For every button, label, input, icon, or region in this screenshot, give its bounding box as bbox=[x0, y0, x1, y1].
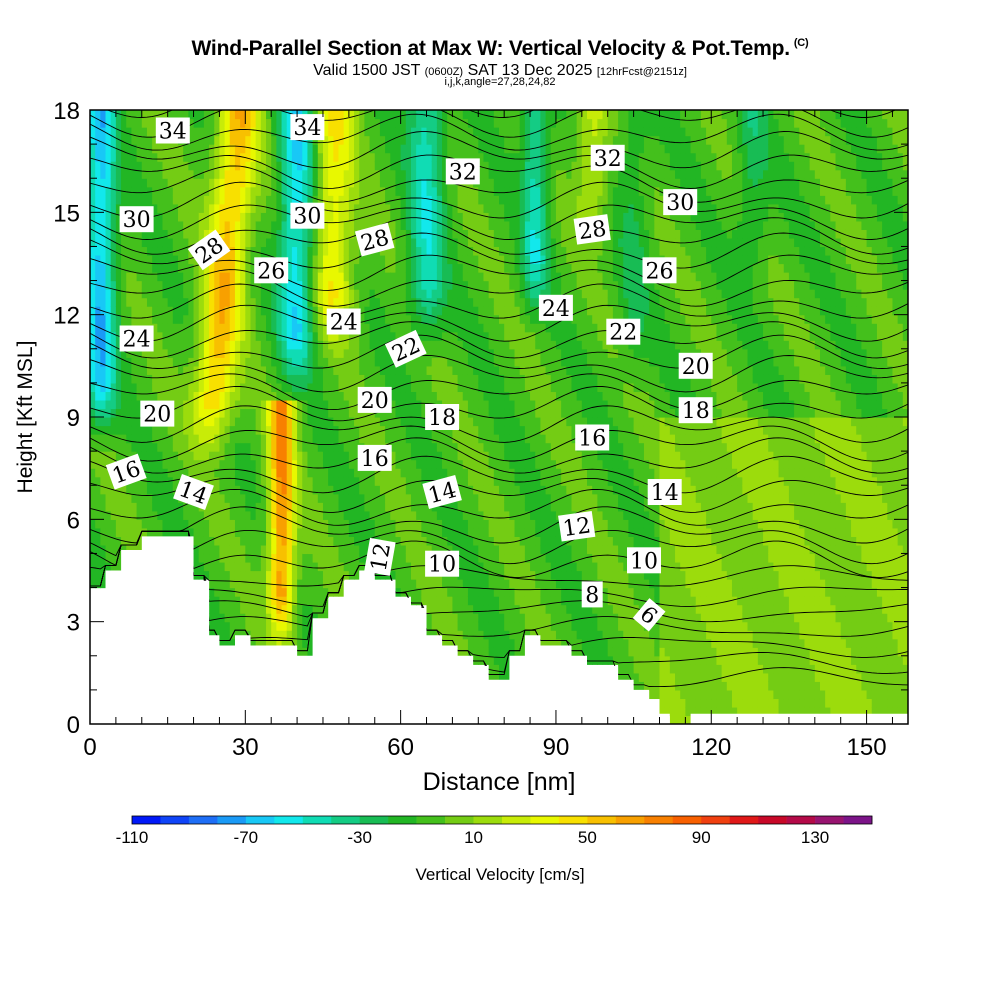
colorbar-swatch bbox=[786, 816, 816, 824]
x-tick-label: 60 bbox=[387, 734, 414, 761]
contour-label: 20 bbox=[678, 352, 713, 380]
colorbar-tick-label: 90 bbox=[692, 828, 711, 847]
y-tick-label: 3 bbox=[67, 610, 80, 637]
colorbar-swatch bbox=[843, 816, 873, 824]
valid-date: SAT 13 Dec 2025 bbox=[467, 62, 593, 79]
colorbar-swatch bbox=[217, 816, 247, 824]
contour-label: 26 bbox=[254, 257, 289, 284]
contour-label: 30 bbox=[663, 189, 698, 216]
contour-label: 10 bbox=[425, 550, 460, 578]
y-axis: 0 3 6 9 12 15 18 bbox=[53, 98, 908, 739]
colorbar-swatch bbox=[359, 816, 389, 824]
contour-label: 28 bbox=[354, 222, 395, 257]
contour-label: 24 bbox=[538, 294, 573, 322]
chart-subtitle: Valid 1500 JST (0600Z) SAT 13 Dec 2025 [… bbox=[0, 62, 1000, 80]
colorbar-swatch bbox=[587, 816, 617, 824]
colorbar-swatch bbox=[331, 816, 360, 824]
y-tick-label: 6 bbox=[67, 507, 80, 534]
contour-label: 8 bbox=[581, 581, 603, 608]
colorbar-swatch bbox=[274, 816, 304, 824]
contour-label: 12 bbox=[558, 510, 596, 542]
x-axis: 0 30 60 90 120 150 bbox=[83, 110, 893, 761]
y-tick-label: 9 bbox=[67, 405, 80, 432]
colorbar-swatch bbox=[160, 816, 190, 824]
copyright-mark: (C) bbox=[793, 37, 809, 49]
contour-label: 14 bbox=[647, 479, 682, 506]
contour-label: 10 bbox=[627, 547, 661, 574]
colorbar-swatch bbox=[502, 816, 531, 824]
title-text: Wind-Parallel Section at Max W: Vertical… bbox=[191, 37, 791, 60]
colorbar-swatch bbox=[815, 816, 844, 824]
contour-label: 20 bbox=[140, 400, 175, 428]
contour-label: 16 bbox=[575, 424, 610, 452]
x-tick-label: 0 bbox=[83, 734, 96, 761]
x-tick-label: 30 bbox=[232, 734, 259, 761]
colorbar-swatch bbox=[729, 816, 759, 824]
contour-label: 22 bbox=[606, 318, 641, 346]
colorbar-swatch bbox=[445, 816, 474, 824]
contour-label: 28 bbox=[573, 214, 611, 245]
contour-label: 14 bbox=[422, 475, 462, 509]
potential-temperature-contours bbox=[90, 110, 908, 688]
y-tick-label: 18 bbox=[53, 98, 80, 125]
contour-label: 32 bbox=[445, 158, 480, 185]
colorbar-tick-label: -70 bbox=[234, 828, 259, 847]
x-tick-label: 150 bbox=[847, 734, 887, 761]
contour-label: 30 bbox=[119, 206, 154, 233]
x-tick-label: 120 bbox=[691, 734, 731, 761]
contour-label: 26 bbox=[642, 257, 677, 284]
colorbar-tick-label: 50 bbox=[578, 828, 597, 847]
valid-utc: (0600Z) bbox=[424, 66, 464, 78]
colorbar-tick-label: -30 bbox=[347, 828, 372, 847]
contour-label: 32 bbox=[590, 144, 625, 172]
contour-label: 20 bbox=[357, 386, 392, 414]
colorbar-swatch bbox=[302, 816, 332, 824]
x-tick-label: 90 bbox=[543, 734, 570, 761]
colorbar-swatch bbox=[615, 816, 645, 824]
contour-label: 24 bbox=[119, 325, 154, 353]
colorbar-swatch bbox=[188, 816, 218, 824]
colorbar-swatch bbox=[558, 816, 588, 824]
x-axis-label: Distance [nm] bbox=[423, 768, 576, 796]
contour-label: 30 bbox=[290, 202, 325, 230]
y-tick-label: 12 bbox=[53, 303, 80, 330]
colorbar-swatch bbox=[672, 816, 702, 824]
contour-label: 16 bbox=[357, 444, 392, 472]
colorbar-swatch bbox=[473, 816, 503, 824]
contour-label: 18 bbox=[425, 404, 460, 431]
grid-indices: i,j,k,angle=27,28,24,82 bbox=[444, 76, 556, 88]
y-tick-label: 0 bbox=[67, 712, 80, 739]
contour-label: 12 bbox=[364, 537, 396, 576]
y-axis-label: Height [Kft MSL] bbox=[14, 341, 37, 494]
contour-label: 34 bbox=[290, 114, 325, 141]
colorbar-tick-label: -110 bbox=[116, 828, 149, 847]
colorbar-swatch bbox=[530, 816, 560, 824]
colorbar: -110 -70 -30 10 50 90 130 bbox=[116, 815, 873, 847]
forecast-info: [12hrFcst@2151z] bbox=[596, 66, 687, 78]
colorbar-swatch bbox=[132, 816, 161, 824]
colorbar-label: Vertical Velocity [cm/s] bbox=[415, 865, 584, 884]
y-tick-label: 15 bbox=[53, 200, 80, 227]
colorbar-tick-label: 130 bbox=[801, 828, 829, 847]
vertical-velocity-field bbox=[90, 110, 908, 724]
colorbar-swatch bbox=[245, 816, 275, 824]
chart-title: Wind-Parallel Section at Max W: Vertical… bbox=[0, 37, 1000, 61]
colorbar-swatch bbox=[644, 816, 674, 824]
contour-label: 24 bbox=[326, 308, 361, 336]
contour-label: 18 bbox=[678, 397, 713, 424]
colorbar-swatch bbox=[416, 816, 446, 824]
colorbar-swatch bbox=[388, 816, 417, 824]
colorbar-swatch bbox=[701, 816, 730, 824]
colorbar-tick-label: 10 bbox=[464, 828, 483, 847]
valid-time: Valid 1500 JST bbox=[313, 62, 421, 79]
contour-label: 34 bbox=[155, 117, 190, 145]
terrain-profile bbox=[90, 536, 908, 724]
colorbar-swatch bbox=[758, 816, 787, 824]
